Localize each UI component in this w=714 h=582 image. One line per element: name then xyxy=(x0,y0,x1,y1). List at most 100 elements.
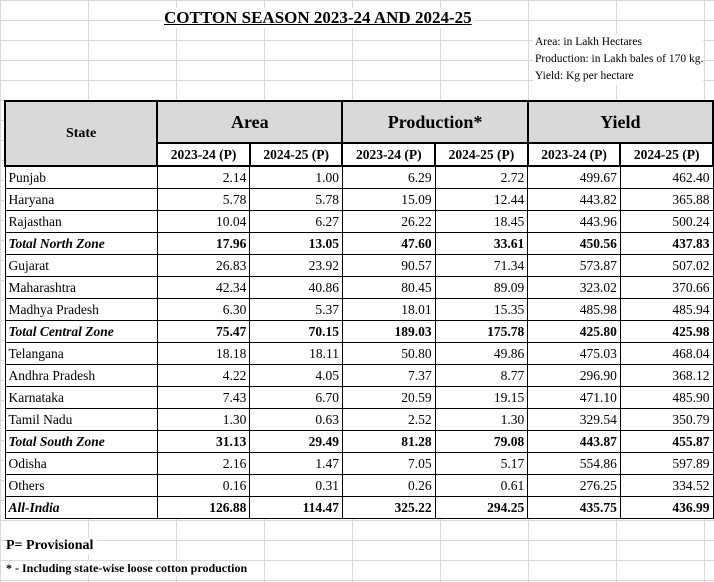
value-cell: 6.29 xyxy=(341,165,436,189)
state-name-cell: Odisha xyxy=(4,452,158,475)
total-row: Total South Zone 31.13 29.49 81.28 79.08 443.… xyxy=(4,430,714,453)
value-cell: 471.10 xyxy=(527,386,621,409)
value-cell: 1.47 xyxy=(249,452,343,475)
state-name-cell: Tamil Nadu xyxy=(4,408,158,431)
value-cell: 70.15 xyxy=(249,320,343,343)
table-row: Haryana 5.78 5.78 15.09 12.44 443.82 365.88 xyxy=(4,188,714,211)
value-cell: 6.30 xyxy=(156,298,251,321)
value-cell: 0.16 xyxy=(156,474,251,497)
value-cell: 7.37 xyxy=(341,364,436,387)
value-cell: 15.35 xyxy=(434,298,529,321)
value-cell: 1.30 xyxy=(434,408,529,431)
value-cell: 468.04 xyxy=(619,342,714,365)
value-cell: 437.83 xyxy=(619,232,714,255)
value-cell: 1.30 xyxy=(156,408,251,431)
value-cell: 2.14 xyxy=(156,165,251,189)
value-cell: 26.22 xyxy=(341,210,436,233)
value-cell: 42.34 xyxy=(156,276,251,299)
page-title: COTTON SEASON 2023-24 AND 2024-25 xyxy=(162,8,474,28)
area-2023-24-header: 2023-24 (P) xyxy=(156,142,251,167)
group-header-row: State Area Production* Yield xyxy=(3,100,714,167)
value-cell: 12.44 xyxy=(434,188,529,211)
value-cell: 50.80 xyxy=(341,342,436,365)
value-cell: 5.78 xyxy=(156,188,251,211)
table-row: Telangana 18.18 18.11 50.80 49.86 475.03 468.0… xyxy=(4,342,714,365)
value-cell: 6.27 xyxy=(249,210,343,233)
state-name-cell: Total Central Zone xyxy=(4,320,158,343)
value-cell: 0.61 xyxy=(434,474,529,497)
state-name-cell: Total North Zone xyxy=(4,232,158,255)
value-cell: 436.99 xyxy=(619,496,714,519)
value-cell: 175.78 xyxy=(434,320,529,343)
area-unit-note: Area: in Lakh Hectares xyxy=(535,36,642,48)
units-note: Area: in Lakh Hectares Production: in La… xyxy=(533,34,704,85)
value-cell: 276.25 xyxy=(527,474,621,497)
value-cell: 75.47 xyxy=(156,320,251,343)
value-cell: 500.24 xyxy=(619,210,714,233)
value-cell: 90.57 xyxy=(341,254,436,277)
value-cell: 329.54 xyxy=(527,408,621,431)
state-name-cell: Gujarat xyxy=(4,254,158,277)
value-cell: 33.61 xyxy=(434,232,529,255)
value-cell: 350.79 xyxy=(619,408,714,431)
state-name-cell: All-India xyxy=(4,496,158,519)
table-row: Tamil Nadu 1.30 0.63 2.52 1.30 329.54 350.79 xyxy=(4,408,714,431)
value-cell: 189.03 xyxy=(341,320,436,343)
value-cell: 23.92 xyxy=(249,254,343,277)
value-cell: 18.45 xyxy=(434,210,529,233)
value-cell: 4.05 xyxy=(249,364,343,387)
value-cell: 18.01 xyxy=(341,298,436,321)
value-cell: 47.60 xyxy=(341,232,436,255)
production-unit-note: Production: in Lakh bales of 170 kg. xyxy=(535,53,704,65)
value-cell: 485.98 xyxy=(527,298,621,321)
value-cell: 26.83 xyxy=(156,254,251,277)
value-cell: 126.88 xyxy=(156,496,251,519)
value-cell: 2.52 xyxy=(341,408,436,431)
value-cell: 425.98 xyxy=(619,320,714,343)
value-cell: 79.08 xyxy=(434,430,529,453)
yield-header: Yield xyxy=(526,100,714,144)
value-cell: 443.87 xyxy=(527,430,621,453)
value-cell: 323.02 xyxy=(527,276,621,299)
state-name-cell: Haryana xyxy=(4,188,158,211)
value-cell: 475.03 xyxy=(527,342,621,365)
value-cell: 7.43 xyxy=(156,386,251,409)
value-cell: 13.05 xyxy=(249,232,343,255)
value-cell: 5.17 xyxy=(434,452,529,475)
table-row: Gujarat 26.83 23.92 90.57 71.34 573.87 507.02 xyxy=(4,254,714,277)
state-name-cell: Telangana xyxy=(4,342,158,365)
value-cell: 49.86 xyxy=(434,342,529,365)
table-row: Karnataka 7.43 6.70 20.59 19.15 471.10 485.90 xyxy=(4,386,714,409)
value-cell: 15.09 xyxy=(341,188,436,211)
value-cell: 6.70 xyxy=(249,386,343,409)
total-row: All-India 126.88 114.47 325.22 294.25 435.75 4… xyxy=(4,496,714,519)
value-cell: 425.80 xyxy=(527,320,621,343)
value-cell: 597.89 xyxy=(619,452,714,475)
value-cell: 334.52 xyxy=(619,474,714,497)
table-row: Maharashtra 42.34 40.86 80.45 89.09 323.02 370… xyxy=(4,276,714,299)
value-cell: 2.72 xyxy=(434,165,529,189)
value-cell: 18.11 xyxy=(249,342,343,365)
value-cell: 435.75 xyxy=(527,496,621,519)
table-row: Odisha 2.16 1.47 7.05 5.17 554.86 597.89 xyxy=(4,452,714,475)
table-row: Andhra Pradesh 4.22 4.05 7.37 8.77 296.90 368.… xyxy=(4,364,714,387)
value-cell: 4.22 xyxy=(156,364,251,387)
table-row: Punjab 2.14 1.00 6.29 2.72 499.67 462.40 xyxy=(4,165,714,189)
value-cell: 365.88 xyxy=(619,188,714,211)
table-row: Rajasthan 10.04 6.27 26.22 18.45 443.96 500.24 xyxy=(4,210,714,233)
value-cell: 0.63 xyxy=(249,408,343,431)
value-cell: 554.86 xyxy=(527,452,621,475)
state-header: State xyxy=(3,100,159,167)
value-cell: 5.78 xyxy=(249,188,343,211)
area-header: Area xyxy=(156,100,344,144)
production-2023-24-header: 2023-24 (P) xyxy=(341,142,437,167)
value-cell: 29.49 xyxy=(249,430,343,453)
value-cell: 368.12 xyxy=(619,364,714,387)
value-cell: 325.22 xyxy=(341,496,436,519)
value-cell: 443.82 xyxy=(527,188,621,211)
state-name-cell: Maharashtra xyxy=(4,276,158,299)
value-cell: 10.04 xyxy=(156,210,251,233)
state-name-cell: Punjab xyxy=(4,165,158,189)
total-row: Total Central Zone 75.47 70.15 189.03 175.78… xyxy=(4,320,714,343)
state-name-cell: Rajasthan xyxy=(4,210,158,233)
